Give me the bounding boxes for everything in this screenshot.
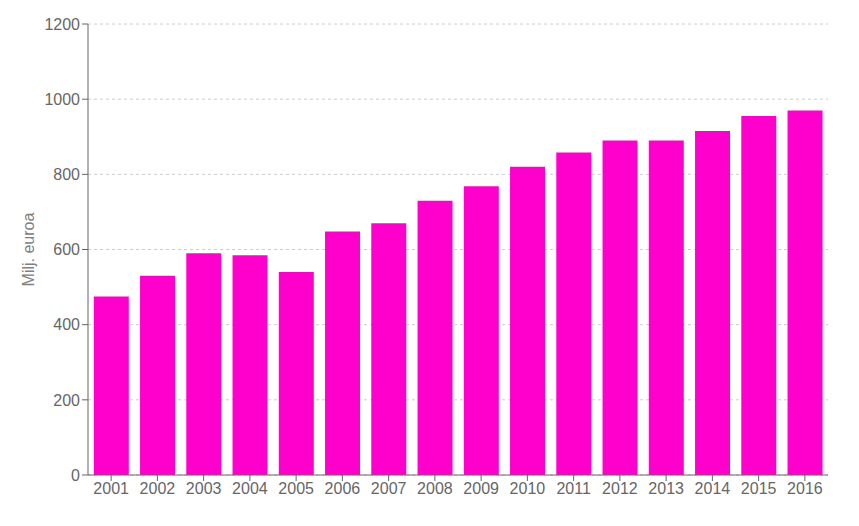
svg-text:2001: 2001 [93, 480, 129, 497]
svg-text:200: 200 [53, 392, 80, 409]
svg-text:2008: 2008 [417, 480, 453, 497]
svg-text:1200: 1200 [44, 16, 80, 33]
svg-text:1000: 1000 [44, 91, 80, 108]
svg-text:2015: 2015 [741, 480, 777, 497]
svg-text:2009: 2009 [463, 480, 499, 497]
svg-text:Milj. euroa: Milj. euroa [20, 213, 37, 287]
svg-text:2014: 2014 [695, 480, 731, 497]
svg-text:600: 600 [53, 241, 80, 258]
svg-text:2005: 2005 [278, 480, 314, 497]
svg-text:2010: 2010 [510, 480, 546, 497]
svg-text:400: 400 [53, 316, 80, 333]
svg-text:2012: 2012 [602, 480, 638, 497]
svg-text:2006: 2006 [325, 480, 361, 497]
svg-text:2002: 2002 [140, 480, 176, 497]
svg-text:0: 0 [71, 467, 80, 484]
svg-text:800: 800 [53, 166, 80, 183]
svg-text:2004: 2004 [232, 480, 268, 497]
svg-text:2013: 2013 [648, 480, 684, 497]
svg-text:2003: 2003 [186, 480, 222, 497]
svg-text:2007: 2007 [371, 480, 407, 497]
svg-text:2016: 2016 [787, 480, 823, 497]
svg-text:2011: 2011 [556, 480, 591, 497]
